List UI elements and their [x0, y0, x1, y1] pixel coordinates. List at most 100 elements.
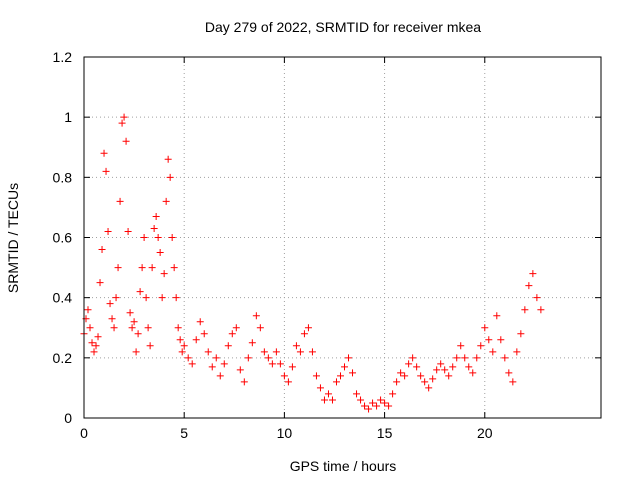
x-tick-label: 5 [180, 425, 188, 441]
y-tick-label: 1.2 [53, 49, 73, 65]
data-point [365, 405, 373, 413]
data-point [248, 339, 256, 347]
data-point [132, 348, 140, 356]
data-point [429, 375, 437, 383]
data-point [102, 167, 110, 175]
data-point [228, 330, 236, 338]
data-point [284, 378, 292, 386]
data-point [525, 282, 533, 290]
data-point [300, 330, 308, 338]
data-point [349, 369, 357, 377]
data-point [158, 294, 166, 302]
data-point [148, 264, 156, 272]
data-point [517, 330, 525, 338]
data-point [144, 324, 152, 332]
data-point [244, 354, 252, 362]
data-point [469, 369, 477, 377]
data-point [381, 399, 389, 407]
data-point [224, 342, 232, 350]
data-point [110, 324, 118, 332]
data-point [204, 348, 212, 356]
x-tick-label: 10 [277, 425, 293, 441]
data-point [168, 234, 176, 241]
data-point [345, 354, 353, 362]
data-point [220, 360, 228, 368]
data-point [256, 324, 264, 332]
data-point [156, 249, 164, 257]
data-point [336, 372, 344, 380]
chart-title: Day 279 of 2022, SRMTID for receiver mke… [205, 19, 481, 35]
data-point [166, 173, 174, 181]
data-point [108, 315, 116, 323]
data-point [162, 197, 170, 205]
data-point [304, 324, 312, 332]
data-point [308, 348, 316, 356]
data-point [170, 264, 178, 272]
y-tick-label: 0.6 [53, 230, 73, 246]
data-point [138, 264, 146, 272]
data-point [146, 342, 154, 350]
data-point [90, 348, 98, 356]
data-point [332, 378, 340, 386]
data-point [86, 324, 94, 332]
data-point [150, 224, 158, 232]
data-point [449, 363, 457, 371]
data-point [252, 312, 260, 320]
data-point [409, 354, 417, 362]
y-tick-label: 0.2 [53, 350, 73, 366]
data-point [212, 354, 220, 362]
y-tick-label: 1 [64, 109, 72, 125]
x-tick-label: 15 [377, 425, 393, 441]
data-point [160, 270, 168, 278]
y-tick-label: 0.8 [53, 169, 73, 185]
data-point [180, 342, 188, 350]
x-tick-label: 0 [80, 425, 88, 441]
data-point [421, 378, 429, 386]
data-point [118, 119, 126, 127]
data-point [172, 294, 180, 302]
data-point [485, 336, 493, 344]
data-points [80, 113, 545, 413]
data-point [152, 212, 160, 220]
data-point [353, 390, 361, 398]
data-point [126, 309, 134, 317]
axis-ticks [83, 56, 601, 419]
y-tick-label: 0.4 [53, 290, 73, 306]
data-point [98, 246, 106, 254]
data-point [288, 363, 296, 371]
data-point [236, 366, 244, 374]
data-point [501, 354, 509, 362]
data-point [405, 360, 413, 368]
data-point [341, 363, 349, 371]
data-point [461, 354, 469, 362]
data-point [140, 234, 148, 241]
data-point [437, 360, 445, 368]
data-point [417, 372, 425, 380]
data-point [513, 348, 521, 356]
x-axis-label: GPS time / hours [290, 458, 397, 474]
data-point [188, 360, 196, 368]
data-point [401, 372, 409, 380]
data-point [88, 339, 96, 347]
data-point [433, 366, 441, 374]
data-point [94, 333, 102, 341]
data-point [176, 336, 184, 344]
data-point [280, 372, 288, 380]
x-tick-label: 20 [477, 425, 493, 441]
data-point [320, 396, 328, 404]
data-point [481, 324, 489, 332]
data-point [164, 155, 172, 163]
data-point [497, 336, 505, 344]
data-point [240, 378, 248, 386]
data-point [268, 360, 276, 368]
data-point [509, 378, 517, 386]
data-point [276, 360, 284, 368]
data-point [413, 363, 421, 371]
data-point [393, 378, 401, 386]
data-point [232, 324, 240, 332]
data-point [292, 342, 300, 350]
data-point [200, 330, 208, 338]
data-point [106, 300, 114, 308]
data-point [445, 372, 453, 380]
